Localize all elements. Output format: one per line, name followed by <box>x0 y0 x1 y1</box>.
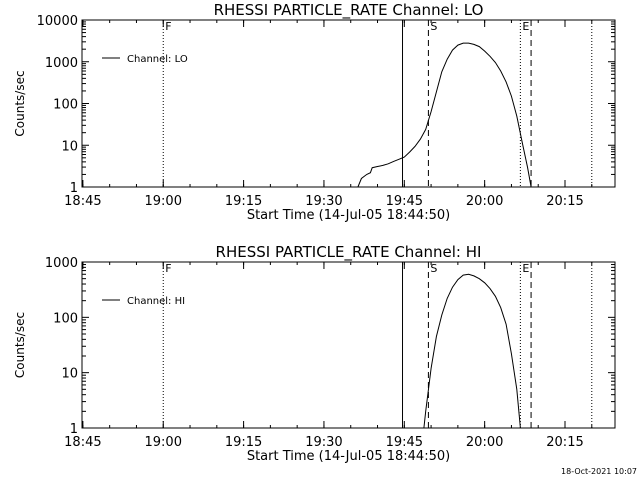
chart-panel-hi: RHESSI PARTICLE_RATE Channel: HI 18:45 19:… <box>13 243 616 464</box>
chart-panel-lo: RHESSI PARTICLE_RATE Channel: LO 18:45 19:… <box>13 1 616 223</box>
footer-timestamp: 18-Oct-2021 10:07 <box>561 467 637 476</box>
event-marker-label: E <box>522 262 529 275</box>
x-tick-label: 19:45 <box>386 435 423 450</box>
x-tick-label: 20:00 <box>466 194 503 209</box>
legend-label: Channel: HI <box>127 296 185 307</box>
x-axis-label: Start Time (14-Jul-05 18:44:50) <box>247 449 450 464</box>
y-axis-label: Counts/sec <box>13 312 27 378</box>
x-tick-label: 19:15 <box>225 194 262 209</box>
legend-label: Channel: LO <box>127 54 188 65</box>
x-tick-label: 20:15 <box>546 194 583 209</box>
y-tick-label: 100 <box>53 98 78 113</box>
plot-frame <box>81 19 616 188</box>
chart-title: RHESSI PARTICLE_RATE Channel: HI <box>216 243 482 262</box>
chart-title: RHESSI PARTICLE_RATE Channel: LO <box>214 1 484 20</box>
y-tick-label: 10 <box>61 139 78 154</box>
x-tick-label: 18:45 <box>64 194 101 209</box>
series-line-channel-lo <box>357 42 532 188</box>
y-tick-label: 1 <box>70 422 78 437</box>
event-marker-label: F <box>165 20 171 33</box>
y-tick-label: 10 <box>61 367 78 382</box>
series-line-channel-hi <box>423 273 521 429</box>
x-tick-label: 20:15 <box>546 435 583 450</box>
event-marker-label: E <box>522 20 529 33</box>
event-marker-label: S <box>430 262 437 275</box>
x-tick-label: 18:45 <box>64 435 101 450</box>
y-tick-label: 100 <box>53 311 78 326</box>
y-axis-label: Counts/sec <box>13 70 27 136</box>
x-tick-label: 19:30 <box>305 435 342 450</box>
x-tick-label: 20:00 <box>466 435 503 450</box>
x-tick-label: 19:15 <box>225 435 262 450</box>
event-marker-label: F <box>165 262 171 275</box>
y-tick-label: 1 <box>70 181 78 196</box>
x-tick-label: 19:30 <box>305 194 342 209</box>
x-tick-label: 19:00 <box>145 194 182 209</box>
y-tick-label: 1000 <box>45 256 78 271</box>
plot-frame <box>81 261 616 429</box>
x-tick-label: 19:45 <box>386 194 423 209</box>
event-marker-label: S <box>430 20 437 33</box>
y-tick-label: 10000 <box>37 14 78 29</box>
x-axis-label: Start Time (14-Jul-05 18:44:50) <box>247 208 450 223</box>
x-tick-label: 19:00 <box>145 435 182 450</box>
y-tick-label: 1000 <box>45 56 78 71</box>
